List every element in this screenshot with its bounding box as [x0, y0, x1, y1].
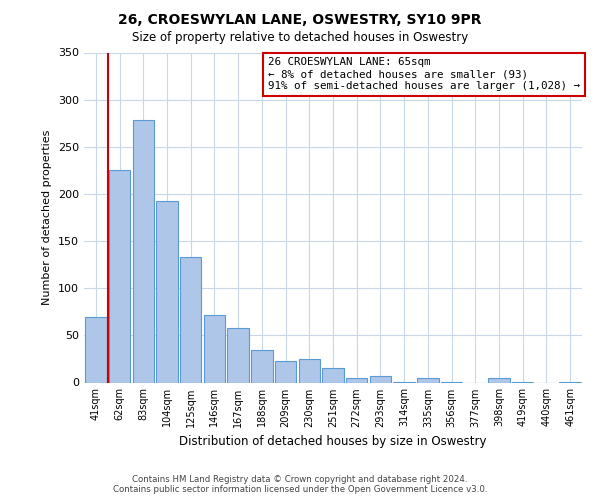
- Bar: [157, 200, 178, 382]
- Bar: [488, 378, 509, 382]
- Bar: [109, 170, 130, 382]
- Bar: [251, 350, 272, 382]
- Text: 26, CROESWYLAN LANE, OSWESTRY, SY10 9PR: 26, CROESWYLAN LANE, OSWESTRY, SY10 9PR: [118, 12, 482, 26]
- Bar: [133, 120, 154, 382]
- Text: Contains HM Land Registry data © Crown copyright and database right 2024.
Contai: Contains HM Land Registry data © Crown c…: [113, 474, 487, 494]
- Bar: [346, 378, 367, 382]
- Bar: [227, 328, 249, 382]
- Y-axis label: Number of detached properties: Number of detached properties: [43, 130, 52, 305]
- Text: 26 CROESWYLAN LANE: 65sqm
← 8% of detached houses are smaller (93)
91% of semi-d: 26 CROESWYLAN LANE: 65sqm ← 8% of detach…: [268, 58, 580, 90]
- X-axis label: Distribution of detached houses by size in Oswestry: Distribution of detached houses by size …: [179, 435, 487, 448]
- Bar: [299, 359, 320, 382]
- Bar: [204, 314, 225, 382]
- Bar: [180, 257, 202, 382]
- Text: Size of property relative to detached houses in Oswestry: Size of property relative to detached ho…: [132, 31, 468, 44]
- Bar: [85, 316, 107, 382]
- Bar: [275, 361, 296, 382]
- Bar: [370, 376, 391, 382]
- Bar: [417, 378, 439, 382]
- Bar: [322, 368, 344, 382]
